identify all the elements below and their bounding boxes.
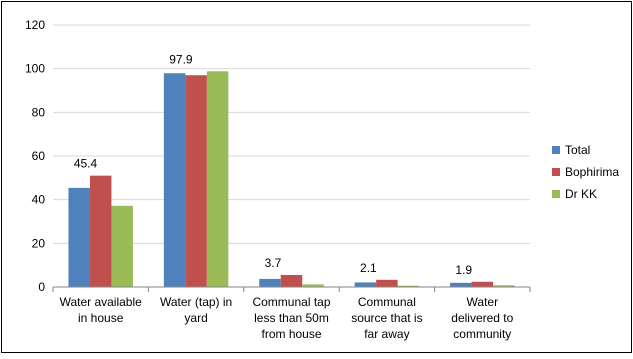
bar-bophirima [89, 175, 112, 287]
category-label: Water available in house [60, 295, 143, 325]
legend-swatch [552, 190, 560, 198]
category-label-line: Communal tap [252, 295, 330, 309]
x-axis [52, 286, 531, 292]
category-label: Water (tap) in yard [160, 295, 232, 325]
bar-dr-kk [302, 284, 324, 287]
category-label: Water delivered to community [451, 295, 513, 341]
data-label: 97.9 [169, 52, 193, 66]
legend-label: Dr KK [565, 187, 597, 201]
legend: Total Bophirima Dr KK [552, 143, 619, 201]
category-label-line: far away [364, 327, 409, 341]
legend-swatch [552, 146, 560, 154]
bar-dr-kk [206, 71, 229, 287]
bar-dr-kk [397, 285, 420, 287]
category-labels: Water available in house Water (tap) in yar… [60, 295, 514, 341]
y-tick-label: 40 [32, 193, 46, 207]
category-label-line: yard [184, 311, 207, 325]
y-tick-label: 20 [32, 236, 46, 250]
data-label: 1.9 [455, 263, 472, 277]
data-label: 2.1 [360, 261, 377, 275]
bar-bophirima [185, 75, 207, 287]
legend-label: Total [565, 143, 590, 157]
bars [68, 71, 515, 287]
bar-total [354, 282, 377, 287]
category-label: Communal source that is far away [351, 295, 422, 341]
category-label-line: Water (tap) in [160, 295, 232, 309]
bar-bophirima [280, 274, 303, 287]
y-tick-label: 80 [32, 105, 46, 119]
category-label-line: community [453, 327, 511, 341]
bar-bophirima [471, 281, 494, 287]
category-label-line: delivered to [451, 311, 513, 325]
data-label: 45.4 [74, 157, 98, 171]
bar-dr-kk [111, 205, 133, 287]
category-label: Communal tap less than 50m from house [252, 295, 330, 341]
y-tick-label: 120 [25, 18, 45, 32]
data-labels: 45.4 97.9 3.7 2.1 1.9 [74, 52, 473, 276]
category-label-line: less than 50m [254, 311, 329, 325]
category-label-line: source that is [351, 311, 422, 325]
bar-total [450, 282, 472, 287]
y-tick-label: 60 [32, 149, 46, 163]
y-tick-label: 0 [38, 280, 45, 294]
bar-total [259, 278, 281, 287]
bar-dr-kk [493, 285, 515, 287]
data-label: 3.7 [265, 256, 282, 270]
category-label-line: from house [261, 327, 321, 341]
legend-label: Bophirima [565, 165, 619, 179]
category-label-line: in house [78, 311, 124, 325]
y-axis-ticks: 0 20 40 60 80 100 120 [25, 18, 45, 294]
bar-total [68, 187, 90, 287]
y-tick-label: 100 [25, 62, 45, 76]
category-label-line: Communal [358, 295, 416, 309]
legend-swatch [552, 168, 560, 176]
category-label-line: Water [467, 295, 499, 309]
bar-bophirima [376, 279, 398, 287]
bar-total [163, 73, 186, 287]
category-label-line: Water available [60, 295, 143, 309]
